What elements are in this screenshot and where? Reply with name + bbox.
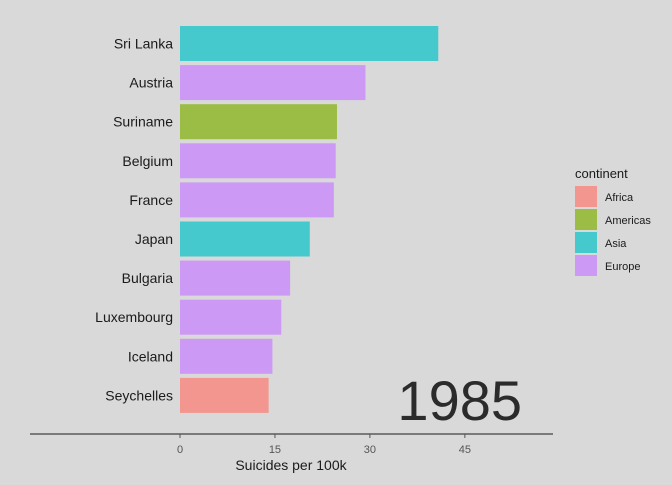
country-label: Iceland [128,348,173,364]
country-label: Seychelles [105,387,173,403]
legend-label-asia: Asia [605,238,627,250]
legend-label-americas: Americas [605,215,651,227]
country-label: Austria [129,75,173,91]
legend-title: continent [575,166,628,181]
bar-suriname [180,104,337,140]
bar-belgium [180,143,336,179]
legend-label-europe: Europe [605,261,640,273]
legend-swatch-asia [575,232,597,253]
legend-swatch-africa [575,186,597,207]
x-axis-ticks: 0 15 30 45 [177,434,471,456]
legend-items: Africa Americas Asia Europe [575,186,651,276]
country-labels: Sri Lanka Austria Suriname Belgium France Jap… [95,36,173,404]
bar-iceland [180,338,273,374]
year-label: 1985 [397,369,522,432]
x-tick-label: 15 [269,444,281,456]
country-label: France [129,192,173,208]
bar-sri-lanka [180,26,439,61]
x-tick-label: 30 [364,444,376,456]
legend: continent Africa Americas Asia Europe [575,166,651,276]
country-label: Bulgaria [122,270,174,286]
legend-label-africa: Africa [605,192,634,204]
bar-japan [180,221,310,257]
bar-france [180,182,334,218]
country-label: Sri Lanka [114,36,173,52]
bar-austria [180,65,366,101]
legend-swatch-europe [575,255,597,276]
country-label: Belgium [122,153,173,169]
bar-seychelles [180,377,269,413]
bar-luxembourg [180,299,282,335]
country-label: Luxembourg [95,309,173,325]
country-label: Japan [135,231,173,247]
bars [180,26,439,413]
bar-bulgaria [180,260,291,296]
x-tick-label: 0 [177,444,183,456]
country-label: Suriname [113,114,173,130]
x-axis-title: Suicides per 100k [235,457,347,473]
x-tick-label: 45 [459,444,471,456]
legend-swatch-americas [575,209,597,230]
